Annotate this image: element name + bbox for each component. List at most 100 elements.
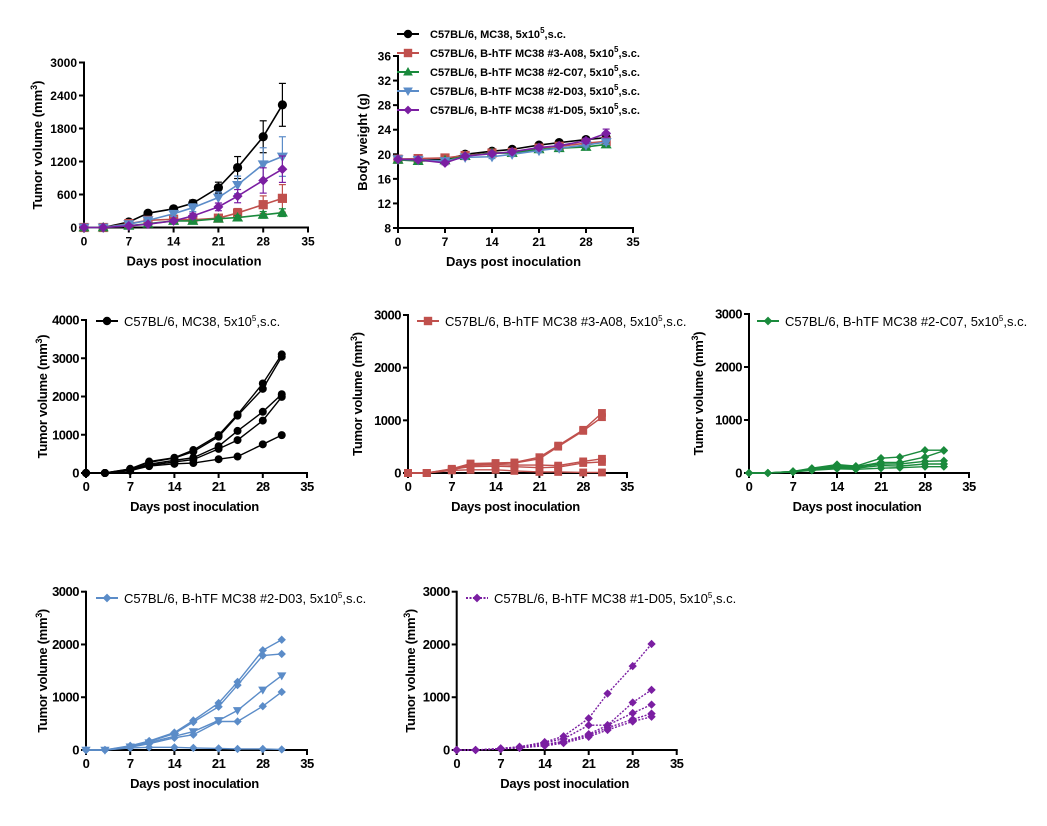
y-axis-label: Tumor volume (mm3)	[690, 332, 706, 456]
data-point	[258, 440, 267, 449]
y-tick-label: 1000	[52, 427, 79, 442]
series-line-mouse-3	[456, 703, 652, 751]
data-point	[647, 712, 656, 721]
data-point	[534, 142, 544, 153]
data-point	[212, 193, 224, 204]
y-axis-label: Tumor volume (mm3)	[34, 335, 50, 459]
data-point	[170, 743, 179, 752]
x-axis-label: Days post inoculation	[500, 776, 629, 791]
data-point	[277, 687, 286, 697]
data-point	[603, 725, 612, 735]
y-axis-label: Tumor volume (mm3)	[402, 609, 418, 733]
data-point	[126, 466, 135, 475]
series-line	[397, 132, 607, 164]
legend-marker	[403, 29, 413, 39]
data-point	[393, 154, 403, 165]
data-point	[510, 466, 519, 475]
data-point	[233, 411, 242, 420]
legend-marker	[403, 105, 413, 115]
x-tick-label: 35	[301, 235, 315, 249]
data-point	[939, 462, 949, 471]
legend-label: C57BL/6, B-hTF MC38 #2-C07, 5x105,s.c.	[785, 314, 1027, 329]
y-tick-label: 2400	[50, 89, 77, 103]
x-tick-label: 14	[167, 235, 181, 249]
data-point	[647, 700, 656, 709]
y-tick-label: 1800	[50, 122, 77, 136]
y-tick-label: 12	[378, 197, 392, 211]
x-tick-label: 0	[395, 235, 402, 249]
series-line-mouse-1	[408, 412, 603, 474]
data-point	[145, 462, 154, 471]
y-tick-label: 1000	[52, 690, 79, 705]
y-tick-label: 28	[378, 99, 392, 113]
x-tick-label: 0	[83, 756, 90, 771]
legend-label-C07: C57BL/6, B-hTF MC38 #2-C07, 5x105,s.c.	[430, 64, 640, 79]
y-tick-label: 0	[443, 743, 450, 758]
data-point	[487, 148, 497, 159]
y-tick-label: 3000	[715, 307, 742, 322]
series-line	[84, 155, 283, 229]
x-axis-label: Days post inoculation	[130, 499, 259, 514]
panel-individual-A08: 0 7 14 21 28 35 0 1000 2000 3000 Days post inocula…	[349, 308, 686, 515]
series-line-mouse-4	[86, 396, 283, 474]
y-tick-label: 1000	[374, 413, 401, 428]
series-A08	[79, 184, 288, 233]
data-point	[189, 717, 198, 727]
y-tick-label: 20	[378, 148, 392, 162]
legend: C57BL/6, MC38, 5x105,s.c. C57BL/6, B-hTF …	[397, 26, 640, 117]
y-tick-label: 1200	[50, 155, 77, 169]
y-tick-label: 0	[735, 466, 742, 481]
data-point	[214, 717, 223, 726]
data-point	[168, 215, 179, 226]
x-tick-label: 21	[533, 479, 547, 494]
x-axis-label: Days post inoculation	[793, 499, 922, 514]
data-point	[579, 426, 588, 435]
data-point	[598, 468, 606, 477]
x-axis-label: Days post inoculation	[446, 254, 581, 269]
data-point	[233, 680, 242, 690]
x-tick-label: 21	[212, 235, 226, 249]
data-point	[540, 741, 549, 750]
x-tick-label: 21	[212, 479, 226, 494]
series-MC38	[79, 82, 287, 233]
legend-marker	[403, 87, 413, 96]
data-point	[876, 464, 886, 473]
panel-individual-C07: 0 7 14 21 28 35 0 1000 2000 3000 Days post inocula…	[690, 307, 1027, 515]
data-point	[491, 465, 500, 474]
y-tick-label: 8	[384, 222, 391, 236]
x-tick-label: 21	[532, 235, 546, 249]
data-point	[233, 436, 242, 445]
x-tick-label: 35	[670, 756, 684, 771]
x-tick-label: 35	[300, 479, 314, 494]
data-point	[79, 222, 89, 233]
panel-individual-D03: 0 7 14 21 28 35 0 1000 2000 3000 Days post inocula…	[34, 584, 366, 791]
y-tick-label: 3000	[423, 584, 450, 599]
x-axis-label: Days post inoculation	[126, 254, 261, 269]
data-point	[920, 446, 930, 455]
data-point	[257, 160, 269, 170]
data-point	[496, 744, 505, 754]
data-point	[404, 469, 412, 477]
legend: C57BL/6, B-hTF MC38 #3-A08, 5x105,s.c.	[417, 314, 686, 329]
data-point	[598, 413, 606, 422]
y-tick-label: 2000	[52, 389, 79, 404]
data-point	[763, 468, 773, 478]
y-axis-label: Tumor volume (mm3)	[29, 80, 45, 209]
data-point	[258, 175, 269, 186]
data-point	[647, 639, 656, 649]
data-point	[258, 407, 267, 416]
y-tick-label: 16	[378, 172, 392, 186]
data-point	[447, 466, 456, 475]
x-tick-label: 0	[746, 479, 753, 494]
data-point	[233, 162, 243, 173]
x-tick-label: 21	[212, 756, 226, 771]
panel-individual-D05: 0 7 14 21 28 35 0 1000 2000 3000 Days post inocula…	[402, 584, 736, 791]
series-D05	[79, 155, 288, 233]
data-point	[628, 717, 637, 726]
data-point	[232, 191, 243, 202]
x-tick-label: 7	[127, 756, 134, 771]
y-tick-label: 3000	[52, 351, 79, 366]
data-point	[507, 146, 518, 157]
x-tick-label: 35	[962, 479, 976, 494]
series-line-mouse-4	[86, 691, 283, 751]
